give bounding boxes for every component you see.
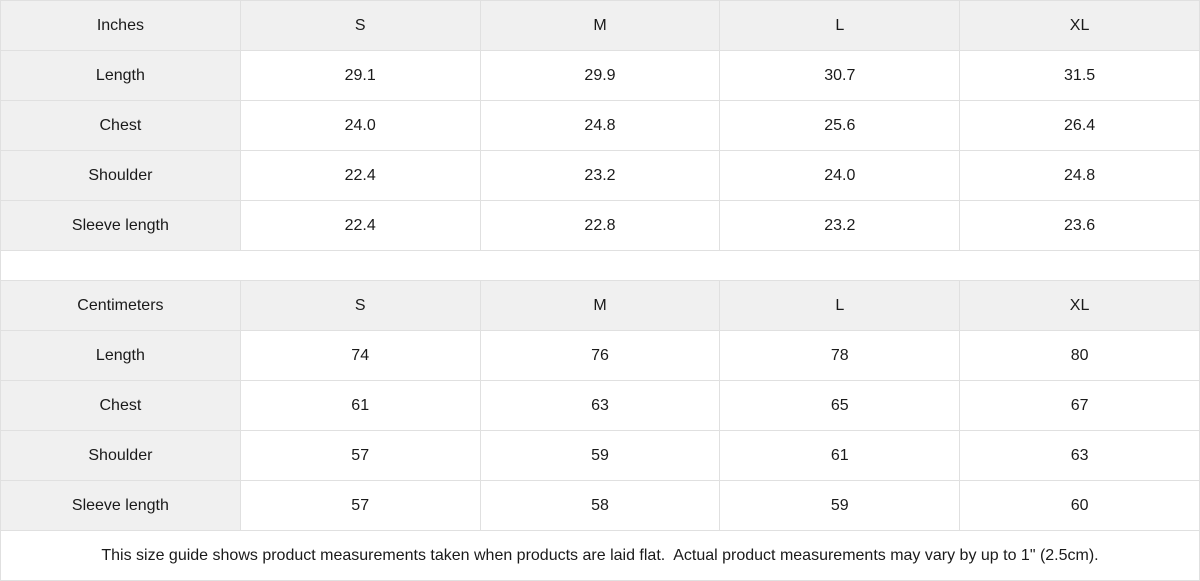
value-cell: 61 — [719, 430, 961, 481]
unit-header-centimeters: Centimeters — [0, 280, 241, 331]
inches-header-row: Inches S M L XL — [0, 0, 1200, 51]
value-cell: 24.0 — [239, 100, 481, 151]
size-header-xl: XL — [959, 0, 1200, 51]
value-cell: 29.1 — [239, 50, 481, 101]
value-cell: 23.6 — [959, 200, 1200, 251]
size-header-s: S — [239, 280, 481, 331]
value-cell: 59 — [479, 430, 721, 481]
size-header-m: M — [479, 0, 721, 51]
footer-section: This size guide shows product measuremen… — [0, 530, 1200, 581]
table-row: Shoulder 57 59 61 63 — [0, 430, 1200, 481]
value-cell: 26.4 — [959, 100, 1200, 151]
table-row: Length 74 76 78 80 — [0, 330, 1200, 381]
value-cell: 65 — [719, 380, 961, 431]
size-header-xl: XL — [959, 280, 1200, 331]
row-label-cell: Shoulder — [0, 150, 241, 201]
spacer-section — [0, 250, 1200, 281]
value-cell: 29.9 — [479, 50, 721, 101]
size-header-l: L — [719, 280, 961, 331]
value-cell: 59 — [719, 480, 961, 531]
value-cell: 24.8 — [479, 100, 721, 151]
row-label-cell: Shoulder — [0, 430, 241, 481]
value-cell: 63 — [479, 380, 721, 431]
value-cell: 23.2 — [719, 200, 961, 251]
value-cell: 78 — [719, 330, 961, 381]
value-cell: 22.8 — [479, 200, 721, 251]
row-label-cell: Length — [0, 50, 241, 101]
centimeters-header-row: Centimeters S M L XL — [0, 280, 1200, 331]
table-row: Shoulder 22.4 23.2 24.0 24.8 — [0, 150, 1200, 201]
value-cell: 25.6 — [719, 100, 961, 151]
row-label-cell: Length — [0, 330, 241, 381]
value-cell: 80 — [959, 330, 1200, 381]
table-row: Length 29.1 29.9 30.7 31.5 — [0, 50, 1200, 101]
table-row: Chest 24.0 24.8 25.6 26.4 — [0, 100, 1200, 151]
table-row: Sleeve length 57 58 59 60 — [0, 480, 1200, 531]
size-header-m: M — [479, 280, 721, 331]
row-label-cell: Chest — [0, 100, 241, 151]
inches-section: Inches S M L XL Length 29.1 29.9 30.7 31… — [0, 0, 1200, 251]
value-cell: 61 — [239, 380, 481, 431]
size-guide-note: This size guide shows product measuremen… — [0, 530, 1200, 581]
value-cell: 57 — [239, 480, 481, 531]
value-cell: 63 — [959, 430, 1200, 481]
table-row: Sleeve length 22.4 22.8 23.2 23.6 — [0, 200, 1200, 251]
value-cell: 57 — [239, 430, 481, 481]
value-cell: 31.5 — [959, 50, 1200, 101]
spacer-cell — [0, 250, 1200, 281]
value-cell: 24.8 — [959, 150, 1200, 201]
value-cell: 58 — [479, 480, 721, 531]
value-cell: 67 — [959, 380, 1200, 431]
value-cell: 22.4 — [239, 200, 481, 251]
value-cell: 23.2 — [479, 150, 721, 201]
unit-header-inches: Inches — [0, 0, 241, 51]
row-label-cell: Sleeve length — [0, 200, 241, 251]
value-cell: 24.0 — [719, 150, 961, 201]
value-cell: 30.7 — [719, 50, 961, 101]
value-cell: 76 — [479, 330, 721, 381]
row-label-cell: Sleeve length — [0, 480, 241, 531]
row-label-cell: Chest — [0, 380, 241, 431]
table-row: Chest 61 63 65 67 — [0, 380, 1200, 431]
size-header-l: L — [719, 0, 961, 51]
spacer-row — [0, 250, 1200, 281]
size-header-s: S — [239, 0, 481, 51]
value-cell: 60 — [959, 480, 1200, 531]
value-cell: 74 — [239, 330, 481, 381]
centimeters-section: Centimeters S M L XL Length 74 76 78 80 … — [0, 280, 1200, 531]
footer-row: This size guide shows product measuremen… — [0, 530, 1200, 581]
value-cell: 22.4 — [239, 150, 481, 201]
